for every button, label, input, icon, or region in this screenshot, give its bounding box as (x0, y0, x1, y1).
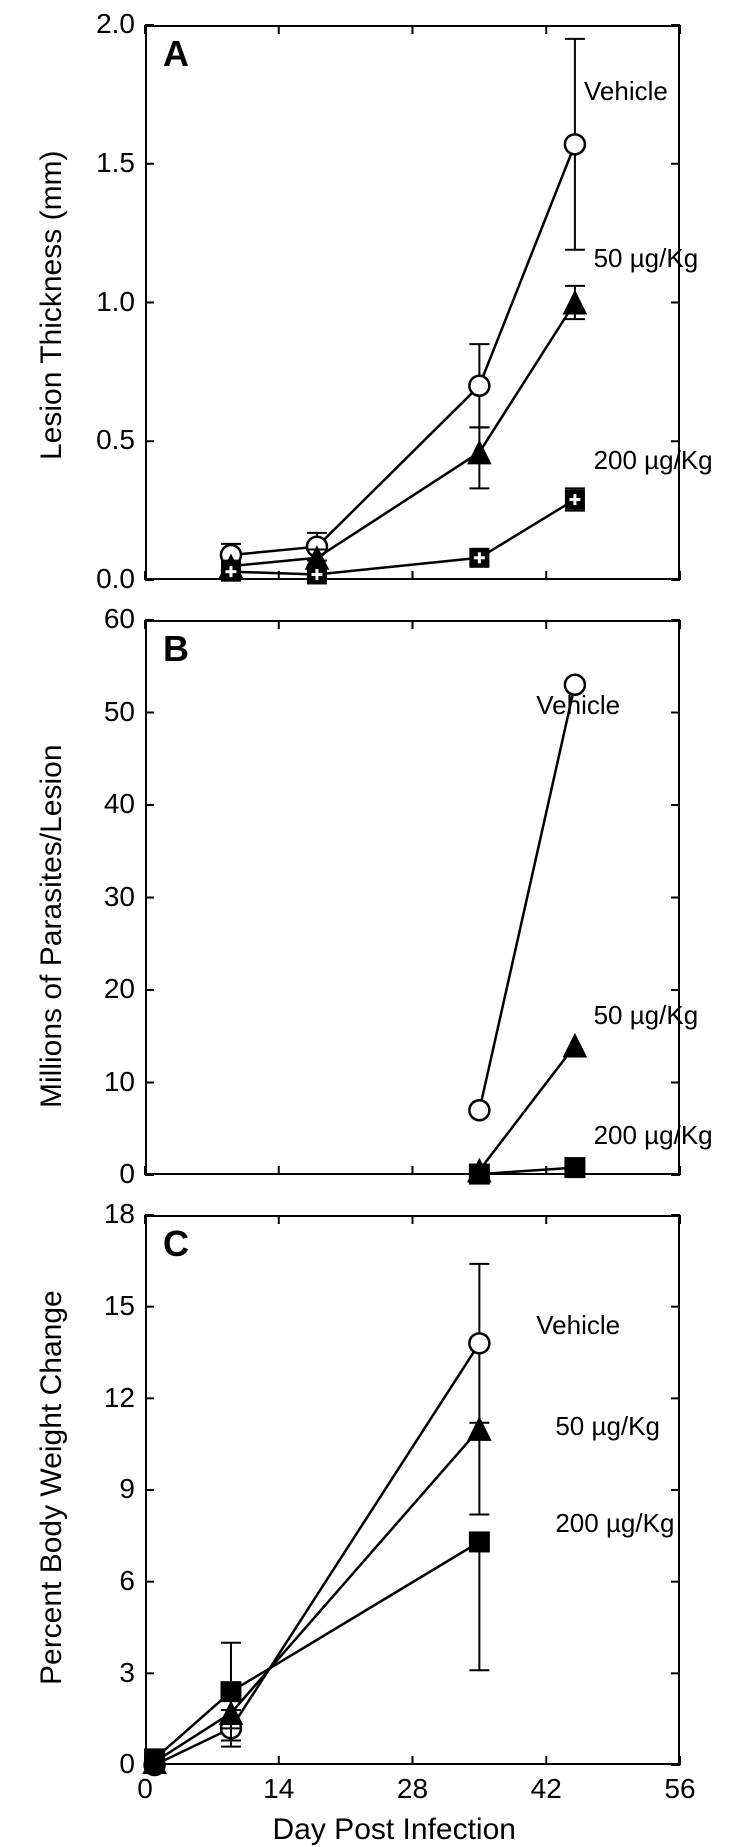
ytick-label: 12 (104, 1382, 135, 1414)
x-axis-label: Day Post Infection (273, 1813, 516, 1847)
ytick-label: 2.0 (96, 8, 135, 40)
series-label: 50 µg/Kg (594, 1000, 699, 1031)
plot-border-C (145, 1215, 680, 1765)
xtick-label: 0 (125, 1773, 165, 1805)
xtick-label: 42 (526, 1773, 566, 1805)
figure-root: 0.0 0.5 1.0 1.5 2.0 Lesion Thickness (mm) A Veh… (0, 0, 730, 1839)
plot-border-A (145, 25, 680, 580)
y-axis-label-C: Percent Body Weight Change (35, 1290, 69, 1685)
series-label: 200 µg/Kg (594, 445, 713, 476)
ytick-label: 20 (104, 973, 135, 1005)
ytick-label: 9 (119, 1473, 135, 1505)
y-axis-label-A: Lesion Thickness (mm) (35, 150, 69, 460)
ytick-label: 1.5 (96, 147, 135, 179)
xtick-label: 28 (393, 1773, 433, 1805)
xtick-label: 14 (259, 1773, 299, 1805)
ytick-label: 3 (119, 1657, 135, 1689)
series-label: 200 µg/Kg (594, 1120, 713, 1151)
ytick-label: 18 (104, 1198, 135, 1230)
ytick-label: 50 (104, 696, 135, 728)
ytick-label: 0.5 (96, 424, 135, 456)
ytick-label: 1.0 (96, 286, 135, 318)
panel-letter-C: C (163, 1223, 189, 1265)
ytick-label: 6 (119, 1565, 135, 1597)
series-label: Vehicle (536, 690, 620, 721)
y-axis-label-B: Millions of Parasites/Lesion (35, 744, 69, 1108)
ytick-label: 30 (104, 881, 135, 913)
panel-letter-B: B (163, 628, 189, 670)
xtick-label: 56 (660, 1773, 700, 1805)
ytick-label: 0.0 (96, 563, 135, 595)
series-label: 200 µg/Kg (555, 1508, 674, 1539)
ytick-label: 15 (104, 1290, 135, 1322)
series-label: 50 µg/Kg (555, 1411, 660, 1442)
panel-letter-A: A (163, 33, 189, 75)
ytick-label: 10 (104, 1066, 135, 1098)
series-label: Vehicle (584, 76, 668, 107)
ytick-label: 40 (104, 788, 135, 820)
ytick-label: 0 (119, 1158, 135, 1190)
ytick-label: 60 (104, 603, 135, 635)
series-label: Vehicle (536, 1310, 620, 1341)
series-label: 50 µg/Kg (594, 243, 699, 274)
